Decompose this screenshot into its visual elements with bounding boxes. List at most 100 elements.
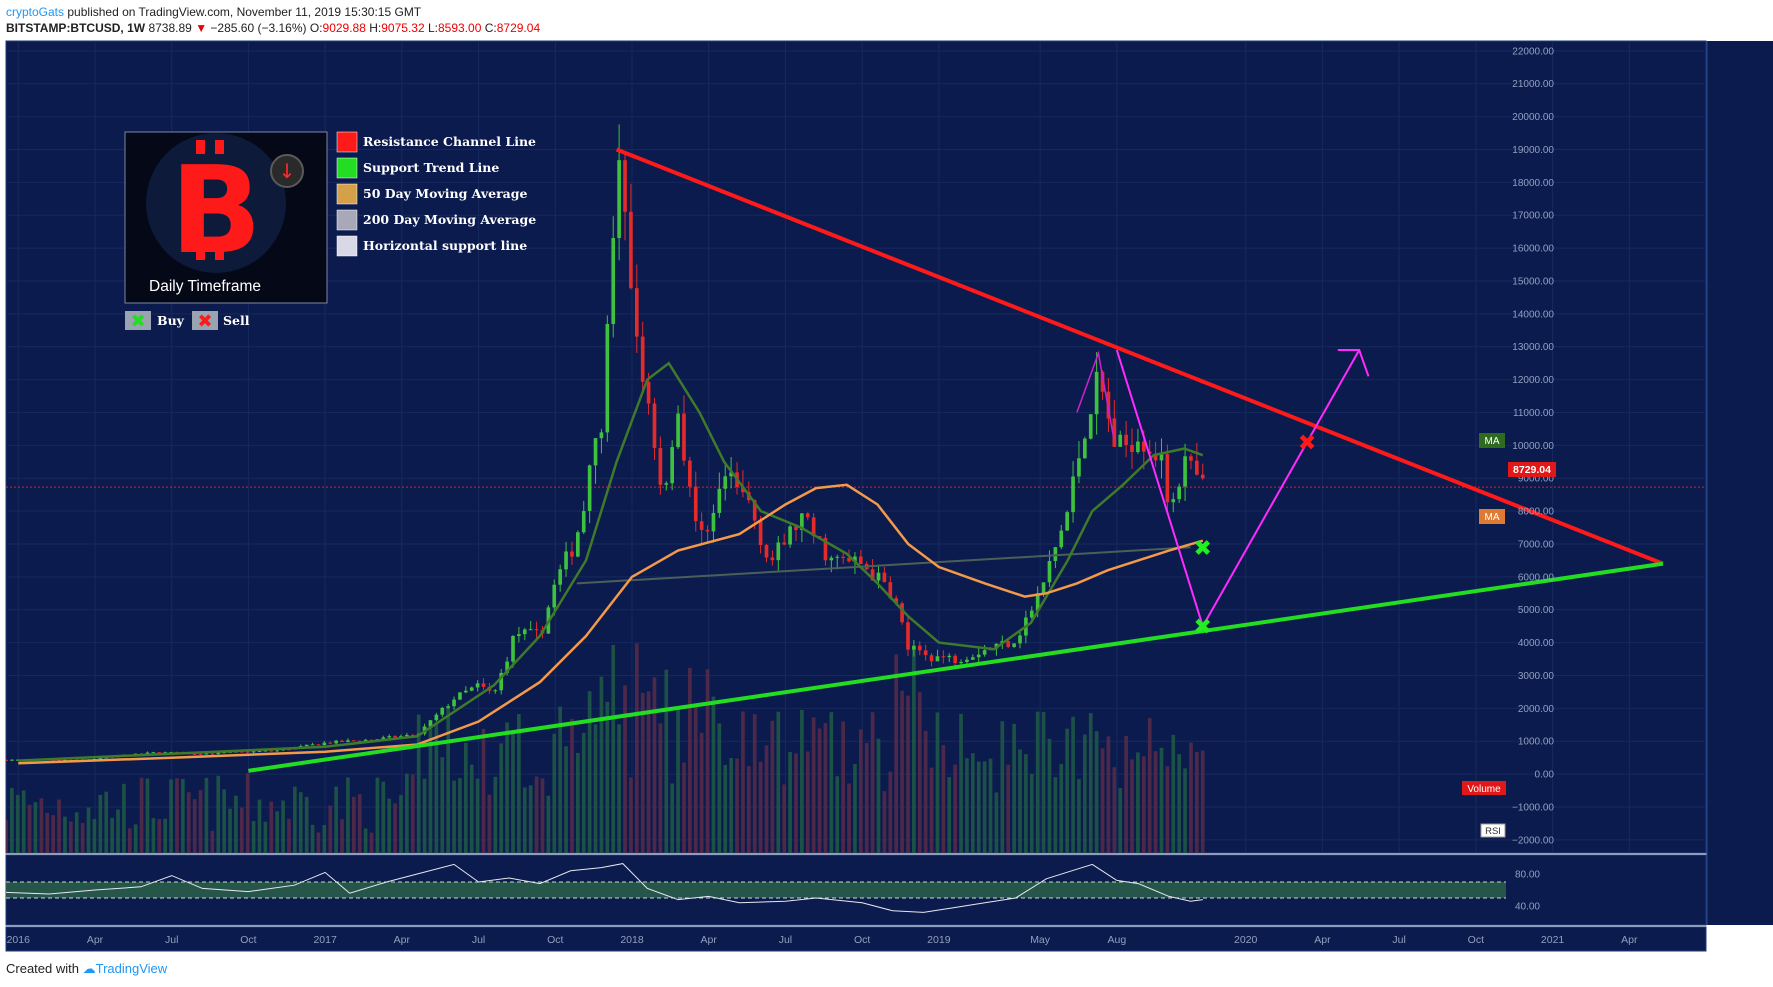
down-arrow-icon xyxy=(270,154,304,188)
volume-bar xyxy=(823,723,828,853)
volume-bar xyxy=(1153,751,1158,853)
candle-body xyxy=(452,699,456,707)
candle-body xyxy=(257,750,262,752)
sell-swatch xyxy=(192,311,218,330)
volume-bar xyxy=(458,778,462,853)
time-axis[interactable] xyxy=(5,926,1707,952)
volume-bar xyxy=(611,644,616,853)
volume-bar xyxy=(1112,767,1117,853)
volume-bar xyxy=(782,784,787,853)
volume-bar xyxy=(688,667,692,853)
volume-bar xyxy=(558,706,562,853)
chart-header: cryptoGats published on TradingView.com,… xyxy=(6,4,540,36)
y-tick-label: 0.00 xyxy=(1535,770,1555,781)
volume-bar xyxy=(664,669,669,853)
legend-swatch xyxy=(336,183,358,205)
candle-body xyxy=(1006,640,1011,647)
y-tick-label: 15000.00 xyxy=(1512,276,1554,287)
high-label: H: xyxy=(369,21,382,35)
candle-body xyxy=(328,742,333,744)
candle-body xyxy=(593,438,598,466)
volume-bar xyxy=(222,789,226,853)
volume-bar xyxy=(794,753,798,853)
candle-body xyxy=(552,584,557,608)
candle-body xyxy=(1100,371,1105,392)
volume-bar xyxy=(959,713,963,853)
x-tick-label: 2021 xyxy=(1541,934,1565,946)
volume-bar xyxy=(1124,735,1128,853)
author-link[interactable]: cryptoGats xyxy=(6,5,65,19)
legend-label: 50 Day Moving Average xyxy=(363,186,528,201)
volume-bar xyxy=(829,712,834,853)
y-tick-label: 2000.00 xyxy=(1518,704,1555,715)
x-tick-label: Oct xyxy=(1468,934,1484,946)
buy-signal-icon: ✖ xyxy=(1194,615,1212,640)
candle-body xyxy=(1141,441,1146,452)
volume-bar xyxy=(145,778,150,853)
y-tick-label: 16000.00 xyxy=(1512,244,1554,255)
volume-bar xyxy=(1159,747,1164,853)
volume-bar xyxy=(581,732,586,853)
volume-bar xyxy=(676,708,680,853)
x-tick-label: Oct xyxy=(854,934,870,946)
volume-bar xyxy=(57,799,61,853)
candle-body xyxy=(393,736,397,738)
volume-bar xyxy=(534,776,539,853)
high-value: 9075.32 xyxy=(381,21,425,35)
volume-bar xyxy=(1071,716,1075,853)
candle-body xyxy=(322,742,327,746)
candle-body xyxy=(688,460,692,487)
volume-bar xyxy=(481,728,486,853)
y-tick-label: 12000.00 xyxy=(1512,375,1554,386)
volume-bar xyxy=(151,818,156,853)
candle-body xyxy=(145,752,150,755)
volume-bar xyxy=(393,803,397,853)
volume-bar xyxy=(210,830,215,853)
volume-bar xyxy=(275,811,280,853)
close-value: 8729.04 xyxy=(496,21,541,35)
volume-bar xyxy=(894,654,899,853)
x-tick-label: Jul xyxy=(779,934,792,946)
volume-bar xyxy=(1147,718,1152,853)
volume-bar xyxy=(1183,768,1187,853)
volume-bar xyxy=(1189,742,1193,853)
candle-body xyxy=(1065,512,1069,531)
volume-bar xyxy=(623,685,627,853)
volume-bar xyxy=(847,783,851,853)
last-price-badge: 8729.04 xyxy=(1508,462,1556,477)
candle-body xyxy=(847,557,851,562)
candle-body xyxy=(304,744,309,747)
legend-label: Resistance Channel Line xyxy=(363,134,536,149)
tradingview-brand[interactable]: TradingView xyxy=(95,961,168,976)
volume-bar xyxy=(906,695,910,853)
volume-bar xyxy=(1106,736,1111,853)
candle-body xyxy=(1136,441,1140,453)
price-chart[interactable]: ✖ ✖ ✖ −2000.00 −1000.00 0.00 1000.00 2000.00 30… xyxy=(0,40,1773,960)
volume-bar xyxy=(670,783,674,853)
candle-body xyxy=(794,526,798,530)
volume-bar xyxy=(770,720,775,853)
candle-body xyxy=(1053,547,1058,561)
volume-bar xyxy=(1041,712,1046,853)
volume-bar xyxy=(298,792,303,853)
bitcoin-icon-top-right xyxy=(215,140,224,154)
volume-bar xyxy=(1165,766,1170,853)
candle-body xyxy=(558,569,562,585)
volume-bar xyxy=(351,796,356,853)
volume-bar xyxy=(387,798,392,853)
rsi-badge: RSI xyxy=(1480,823,1506,838)
volume-bar xyxy=(587,691,592,853)
y-tick-label: 1000.00 xyxy=(1518,737,1555,748)
candle-body xyxy=(587,465,592,512)
volume-bar xyxy=(853,764,857,853)
svg-text:MA: MA xyxy=(1485,436,1500,447)
volume-bar xyxy=(917,692,922,853)
volume-bar xyxy=(104,791,109,853)
candle-body xyxy=(676,413,680,448)
x-tick-label: Apr xyxy=(1314,934,1331,946)
volume-bar xyxy=(251,821,256,853)
y-tick-label: 3000.00 xyxy=(1518,671,1555,682)
candle-body xyxy=(929,655,934,662)
price-axis[interactable] xyxy=(1707,41,1773,925)
symbol-label[interactable]: BITSTAMP:BTCUSD, 1W xyxy=(6,21,146,35)
